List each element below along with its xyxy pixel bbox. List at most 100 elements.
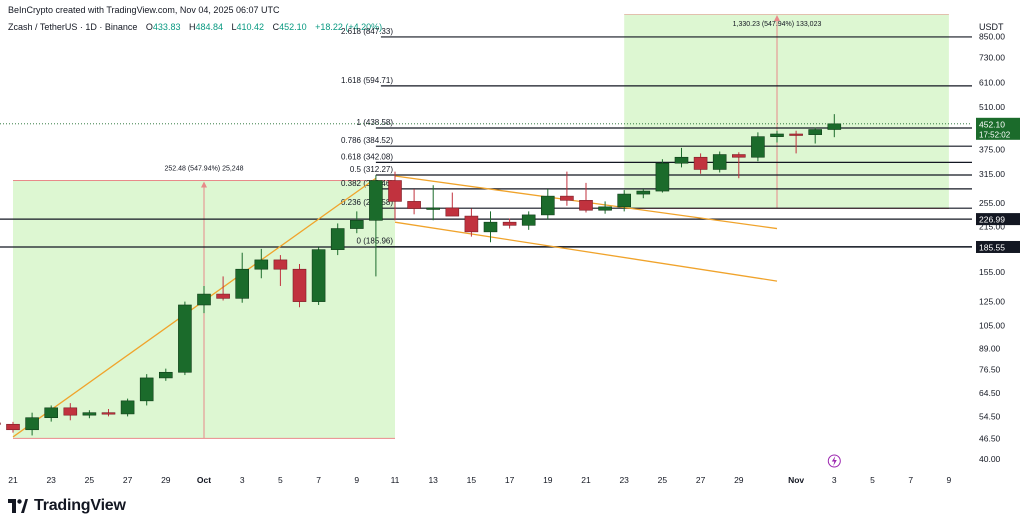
support-price-tag-label: 185.55 — [979, 242, 1005, 252]
x-axis-tick-label: 7 — [316, 475, 321, 485]
measure-zone-1 — [624, 14, 949, 209]
x-axis-tick-label: 7 — [908, 475, 913, 485]
last-price-countdown: 17:52:02 — [979, 130, 1011, 139]
support-price-tag — [976, 240, 1020, 253]
y-axis-tick-label: 215.00 — [979, 222, 1005, 232]
x-axis-tick-label: 29 — [161, 475, 171, 485]
candle — [770, 130, 784, 143]
candle — [82, 410, 97, 419]
x-axis-tick-label: 15 — [467, 475, 477, 485]
tradingview-logo[interactable]: TradingView — [8, 497, 126, 515]
candle-body — [808, 129, 823, 135]
candle — [330, 223, 345, 256]
y-axis-tick-label: 76.50 — [979, 365, 1001, 375]
wedge-line-lower — [394, 221, 778, 282]
y-axis-tick-label: 125.00 — [979, 297, 1005, 307]
fib-level-label: 1 (438.58) — [357, 118, 394, 127]
candle — [120, 398, 135, 417]
candle-body — [6, 423, 20, 431]
candle-body — [751, 136, 765, 158]
x-axis-tick-label: 13 — [428, 475, 438, 485]
candle-body — [235, 268, 249, 299]
candle-body — [789, 133, 803, 136]
y-axis-tick-label: 105.00 — [979, 321, 1005, 331]
candle — [521, 211, 536, 230]
candle-body — [731, 154, 746, 158]
candle — [197, 285, 211, 314]
candle-body — [426, 207, 441, 210]
candle-body — [827, 123, 842, 130]
x-axis-tick-label: 9 — [354, 475, 359, 485]
last-price-label: 452.10 — [979, 119, 1005, 129]
candle-body — [579, 200, 593, 211]
close-value: 452.10 — [279, 22, 307, 32]
candle-body — [44, 407, 59, 419]
y-axis-tick-label: 155.00 — [979, 267, 1005, 277]
fib-level-label: 0 (185.96) — [357, 237, 394, 246]
candle — [63, 403, 78, 421]
candle — [674, 147, 689, 168]
chart-credit: BeInCrypto created with TradingView.com,… — [8, 5, 280, 15]
x-axis-tick-label: 5 — [278, 475, 283, 485]
candle — [426, 185, 441, 221]
x-axis-tick-label: 17 — [505, 475, 515, 485]
fib-level-label: 0.618 (342.08) — [341, 152, 393, 161]
candle — [751, 132, 765, 162]
candle — [636, 189, 651, 199]
candle-body — [712, 154, 727, 170]
candle — [178, 301, 192, 376]
y-axis-tick-label: 255.00 — [979, 198, 1005, 208]
candle — [273, 255, 288, 286]
candle — [235, 252, 249, 303]
candle — [44, 405, 59, 422]
high-label: H — [188, 22, 196, 32]
candle-body — [82, 412, 97, 416]
tradingview-logo-text: TradingView — [34, 497, 126, 514]
last-price-tag — [976, 117, 1020, 140]
candle — [579, 182, 593, 213]
candle — [560, 171, 574, 206]
fib-level-label: 0.382 (282.46) — [341, 179, 393, 188]
x-axis-tick-label: 11 — [391, 475, 400, 485]
event-lightning-icon[interactable] — [827, 454, 841, 468]
candle-body — [254, 259, 269, 270]
y-axis-tick-label: 850.00 — [979, 31, 1005, 41]
candle — [139, 374, 154, 406]
candle — [655, 159, 670, 193]
candle-body — [197, 293, 211, 306]
candle — [6, 421, 20, 433]
candle — [712, 151, 727, 173]
candle — [311, 247, 326, 305]
tradingview-logo-icon — [8, 499, 28, 513]
candle-body — [407, 201, 421, 209]
currency-label[interactable]: USDT — [979, 22, 1004, 32]
candle — [483, 211, 498, 243]
y-axis-tick-label: 610.00 — [979, 77, 1005, 87]
candle — [617, 190, 632, 212]
candle-body — [273, 259, 288, 270]
candle — [598, 201, 612, 214]
fib-level-label: 0.236 (245.58) — [341, 198, 393, 207]
candle-body — [502, 221, 517, 226]
low-label: L — [231, 22, 237, 32]
change-value: +18.22 (+4.20%) — [315, 22, 383, 32]
x-axis-tick-label: 9 — [947, 475, 952, 485]
candle — [292, 264, 307, 308]
candle — [445, 192, 460, 217]
y-axis-tick-label: 40.00 — [979, 454, 1001, 464]
candle — [25, 412, 39, 436]
x-axis-tick-label: 29 — [734, 475, 744, 485]
fib-level-label: 2.618 (847.33) — [341, 27, 393, 36]
symbol-name[interactable]: Zcash / TetherUS · 1D · Binance — [8, 22, 138, 32]
candle-body — [101, 412, 116, 415]
candle — [540, 189, 555, 220]
x-axis-tick-label: 25 — [658, 475, 668, 485]
candle-body — [120, 400, 135, 415]
x-axis-tick-label: 3 — [832, 475, 837, 485]
candle — [101, 409, 116, 417]
candle-body — [598, 206, 612, 211]
y-axis-tick-label: 730.00 — [979, 53, 1005, 63]
candle — [369, 175, 383, 277]
candle-body — [540, 195, 555, 216]
